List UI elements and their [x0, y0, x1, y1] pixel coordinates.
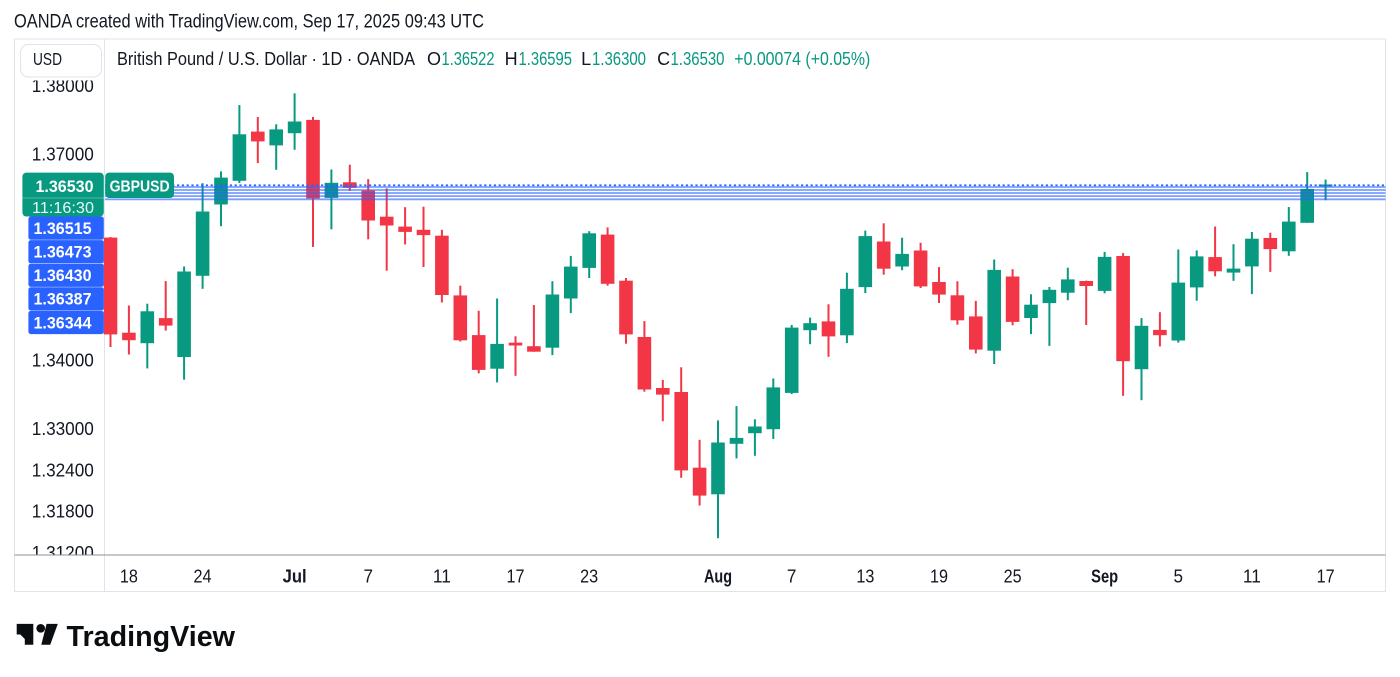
svg-text:11: 11: [1243, 566, 1261, 587]
svg-text:+0.00074 (+0.05%): +0.00074 (+0.05%): [734, 49, 870, 69]
svg-text:1.36344: 1.36344: [34, 313, 93, 332]
svg-text:17: 17: [507, 566, 525, 587]
svg-text:L: L: [581, 49, 591, 69]
svg-text:13: 13: [856, 566, 874, 587]
svg-text:H: H: [505, 49, 518, 69]
svg-text:British Pound / U.S. Dollar ·: British Pound / U.S. Dollar · 1D · OANDA: [117, 49, 415, 69]
svg-text:USD: USD: [33, 49, 62, 69]
svg-text:1.32400: 1.32400: [32, 460, 94, 481]
svg-text:1.36522: 1.36522: [442, 49, 495, 69]
svg-text:5: 5: [1174, 566, 1184, 587]
svg-text:17: 17: [1317, 566, 1335, 587]
svg-text:25: 25: [1004, 566, 1022, 587]
svg-text:7: 7: [364, 566, 374, 587]
svg-text:11: 11: [433, 566, 451, 587]
svg-text:7: 7: [787, 566, 797, 587]
svg-text:19: 19: [930, 566, 948, 587]
svg-text:Aug: Aug: [704, 566, 732, 587]
svg-text:TradingView: TradingView: [67, 621, 236, 653]
svg-text:1.36595: 1.36595: [519, 49, 573, 69]
svg-text:O: O: [427, 49, 441, 69]
svg-text:Sep: Sep: [1091, 566, 1118, 587]
svg-text:1.36387: 1.36387: [34, 290, 92, 309]
svg-text:1.36300: 1.36300: [592, 49, 646, 69]
svg-text:1.36473: 1.36473: [34, 243, 92, 262]
svg-text:1.36515: 1.36515: [34, 219, 92, 238]
svg-text:1.37000: 1.37000: [32, 144, 94, 165]
svg-text:GBPUSD: GBPUSD: [110, 179, 170, 196]
svg-text:24: 24: [194, 566, 212, 587]
svg-text:1.34000: 1.34000: [32, 350, 94, 371]
svg-text:1.36530: 1.36530: [36, 177, 94, 196]
svg-text:OANDA created with TradingView: OANDA created with TradingView.com, Sep …: [14, 11, 484, 33]
svg-text:11:16:30: 11:16:30: [32, 200, 94, 217]
svg-text:1.36430: 1.36430: [34, 266, 92, 285]
svg-text:1.36530: 1.36530: [671, 49, 725, 69]
svg-text:C: C: [657, 49, 670, 69]
svg-text:23: 23: [580, 566, 598, 587]
svg-text:Jul: Jul: [283, 566, 307, 587]
svg-text:1.31800: 1.31800: [32, 501, 94, 522]
svg-text:18: 18: [120, 566, 138, 587]
svg-text:1.33000: 1.33000: [32, 418, 94, 439]
